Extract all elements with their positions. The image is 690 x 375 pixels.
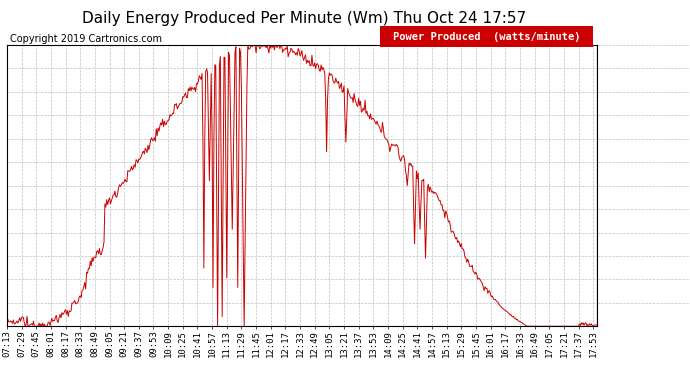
- Text: Copyright 2019 Cartronics.com: Copyright 2019 Cartronics.com: [10, 34, 162, 44]
- Text: Daily Energy Produced Per Minute (Wm) Thu Oct 24 17:57: Daily Energy Produced Per Minute (Wm) Th…: [81, 11, 526, 26]
- Text: Power Produced  (watts/minute): Power Produced (watts/minute): [393, 32, 580, 42]
